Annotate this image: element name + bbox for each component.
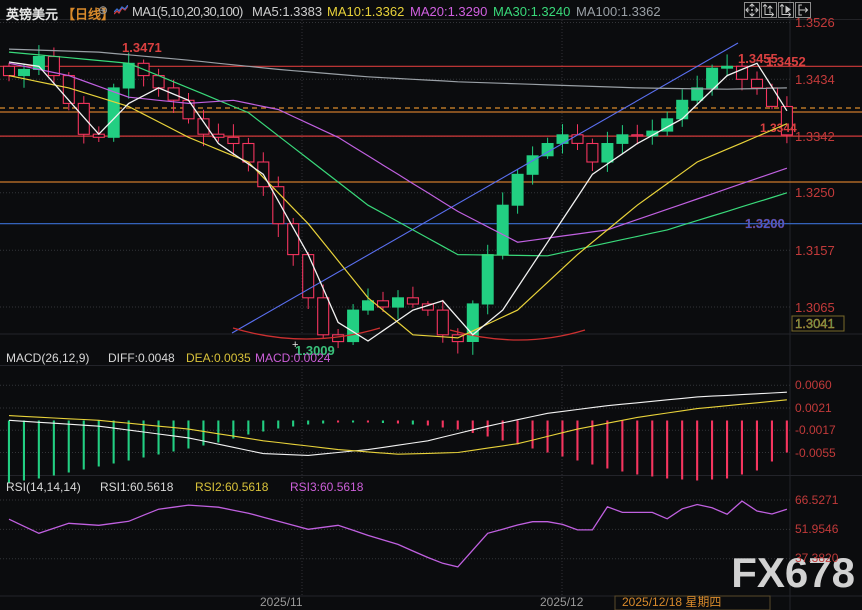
svg-text:2025/12: 2025/12 xyxy=(540,595,584,609)
svg-text:+: + xyxy=(292,339,298,351)
svg-text:1.3250: 1.3250 xyxy=(795,185,835,200)
svg-text:MACD:0.0024: MACD:0.0024 xyxy=(255,351,331,365)
svg-text:66.5271: 66.5271 xyxy=(795,493,839,507)
svg-text:RSI1:60.5618: RSI1:60.5618 xyxy=(100,480,174,494)
svg-text:37.3820: 37.3820 xyxy=(795,551,839,565)
svg-text:1.3041: 1.3041 xyxy=(795,316,835,331)
svg-text:1.3342: 1.3342 xyxy=(795,129,835,144)
svg-text:DIFF:0.0048: DIFF:0.0048 xyxy=(108,351,175,365)
svg-text:51.9546: 51.9546 xyxy=(795,522,839,536)
svg-text:RSI(14,14,14): RSI(14,14,14) xyxy=(6,480,81,494)
svg-text:1.3434: 1.3434 xyxy=(795,72,835,87)
svg-text:1.3452: 1.3452 xyxy=(766,54,806,69)
svg-text:1.3157: 1.3157 xyxy=(795,243,835,258)
svg-text:-0.0055: -0.0055 xyxy=(795,446,836,460)
svg-text:MACD(26,12,9): MACD(26,12,9) xyxy=(6,351,89,365)
svg-text:RSI2:60.5618: RSI2:60.5618 xyxy=(195,480,269,494)
svg-text:1.3065: 1.3065 xyxy=(795,300,835,315)
svg-text:2025/11: 2025/11 xyxy=(260,595,303,609)
svg-text:2025/12/18 星期四: 2025/12/18 星期四 xyxy=(622,595,721,609)
svg-text:1.3471: 1.3471 xyxy=(122,40,162,55)
svg-text:-0.0017: -0.0017 xyxy=(795,423,836,437)
svg-text:1.3200: 1.3200 xyxy=(745,216,785,231)
svg-text:0.0021: 0.0021 xyxy=(795,401,832,415)
svg-text:DEA:0.0035: DEA:0.0035 xyxy=(186,351,251,365)
svg-text:RSI3:60.5618: RSI3:60.5618 xyxy=(290,480,364,494)
svg-text:0.0060: 0.0060 xyxy=(795,378,832,392)
